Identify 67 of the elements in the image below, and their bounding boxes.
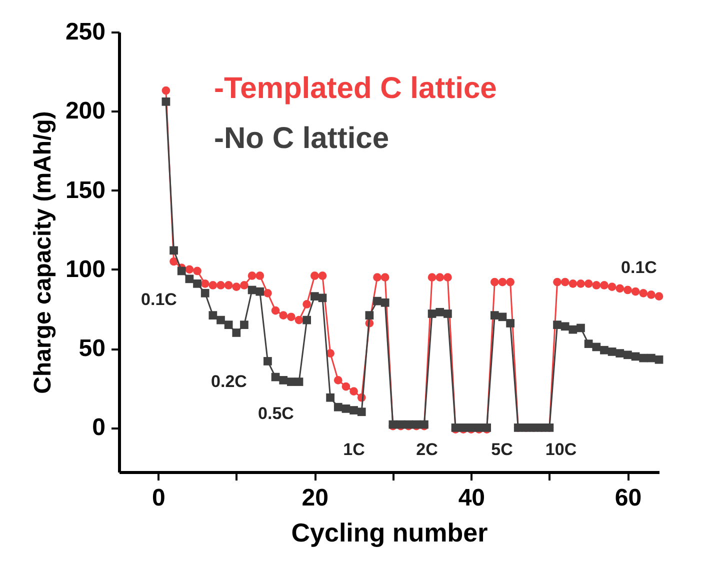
point <box>506 278 514 286</box>
point <box>576 279 585 288</box>
point <box>279 311 288 320</box>
annotation: 0.1C <box>141 290 177 309</box>
annotation: 0.5C <box>258 404 294 423</box>
y-tick-label: 0 <box>92 414 106 442</box>
point <box>646 290 656 299</box>
point <box>498 278 507 286</box>
point <box>334 376 342 384</box>
point <box>584 279 593 288</box>
point <box>294 316 304 324</box>
series-label: -No C lattice <box>214 122 390 155</box>
point <box>380 273 390 282</box>
point <box>428 273 436 282</box>
annotation: 0.1C <box>621 258 657 277</box>
point <box>162 86 170 95</box>
point <box>631 287 640 296</box>
point <box>170 257 178 266</box>
point <box>216 281 225 290</box>
point <box>302 300 312 308</box>
x-tick-label: 20 <box>302 484 329 512</box>
point <box>208 281 218 290</box>
point <box>256 272 264 280</box>
point <box>592 281 601 290</box>
x-tick-label: 60 <box>614 484 642 512</box>
y-tick-label: 150 <box>65 176 106 204</box>
point <box>240 281 248 290</box>
point <box>224 281 233 290</box>
point <box>560 278 570 286</box>
point <box>436 273 444 282</box>
series-label: -Templated C lattice <box>214 72 497 105</box>
y-tick-label: 50 <box>78 335 106 362</box>
point <box>200 279 210 288</box>
point <box>600 281 608 290</box>
point <box>193 266 202 276</box>
point <box>654 292 664 300</box>
annotation: 1C <box>343 440 365 459</box>
point <box>616 284 624 293</box>
point <box>342 382 350 391</box>
point <box>608 282 616 291</box>
annotation: 2C <box>416 440 438 459</box>
point <box>264 288 272 298</box>
point <box>624 286 632 294</box>
point <box>350 387 358 396</box>
point <box>373 273 382 282</box>
point <box>271 306 280 315</box>
x-axis-title: Cycling number <box>291 518 488 548</box>
point <box>490 278 499 286</box>
annotation: 5C <box>491 440 513 459</box>
y-tick-label: 100 <box>65 256 106 283</box>
y-tick-label: 200 <box>65 98 106 125</box>
x-tick-label: 0 <box>152 484 166 512</box>
annotation: 10C <box>545 440 577 459</box>
y-axis-title: Charge capacity (mAh/g) <box>29 111 56 394</box>
annotation: 0.2C <box>211 372 247 391</box>
x-tick-label: 40 <box>458 484 486 512</box>
point <box>185 265 194 274</box>
point <box>568 279 578 288</box>
y-tick-label: 250 <box>65 18 106 46</box>
point <box>318 272 327 280</box>
point <box>310 272 319 280</box>
point <box>232 282 241 291</box>
point <box>639 288 648 298</box>
point <box>286 312 296 322</box>
point <box>553 278 562 286</box>
point <box>444 273 452 282</box>
point <box>248 272 256 280</box>
